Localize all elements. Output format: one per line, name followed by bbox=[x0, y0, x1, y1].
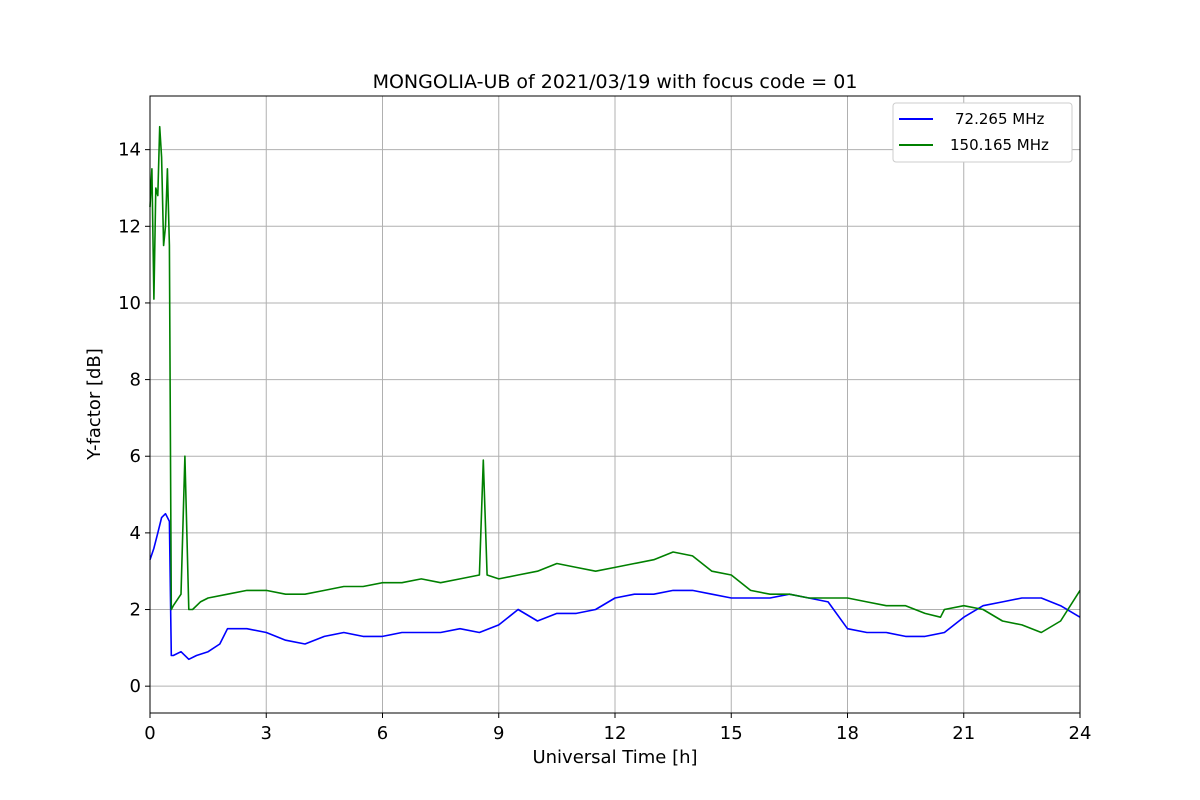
y-tick-label: 6 bbox=[130, 446, 141, 467]
x-axis-label: Universal Time [h] bbox=[532, 747, 697, 768]
legend-box bbox=[892, 102, 1073, 163]
y-tick-label: 14 bbox=[118, 140, 141, 161]
x-tick-label: 0 bbox=[144, 723, 155, 744]
legend-label-72mhz: 72.265 MHz bbox=[955, 110, 1044, 128]
grid-lines bbox=[150, 96, 1080, 713]
y-tick-label: 10 bbox=[118, 293, 141, 314]
x-tick-label: 9 bbox=[493, 723, 504, 744]
series-line-150mhz bbox=[149, 125, 1081, 634]
x-tick-label: 15 bbox=[720, 723, 743, 744]
y-tick-label: 4 bbox=[130, 523, 141, 544]
x-tick-label: 12 bbox=[604, 723, 627, 744]
y-tick-label: 12 bbox=[118, 216, 141, 237]
series-lines bbox=[149, 125, 1081, 661]
chart-title: MONGOLIA-UB of 2021/03/19 with focus cod… bbox=[373, 71, 858, 93]
x-tick-label: 6 bbox=[377, 723, 388, 744]
y-tick-label: 0 bbox=[130, 676, 141, 697]
y-tick-label: 2 bbox=[130, 600, 141, 621]
y-tick-label: 8 bbox=[130, 370, 141, 391]
legend-label-150mhz: 150.165 MHz bbox=[950, 136, 1049, 154]
x-tick-label: 21 bbox=[952, 723, 975, 744]
x-tick-label: 24 bbox=[1069, 723, 1092, 744]
x-tick-label: 18 bbox=[836, 723, 859, 744]
series-line-72mhz bbox=[149, 512, 1081, 661]
y-axis-label: Y-factor [dB] bbox=[84, 348, 105, 461]
x-tick-label: 3 bbox=[261, 723, 272, 744]
legend: 72.265 MHz 150.165 MHz bbox=[892, 102, 1073, 163]
